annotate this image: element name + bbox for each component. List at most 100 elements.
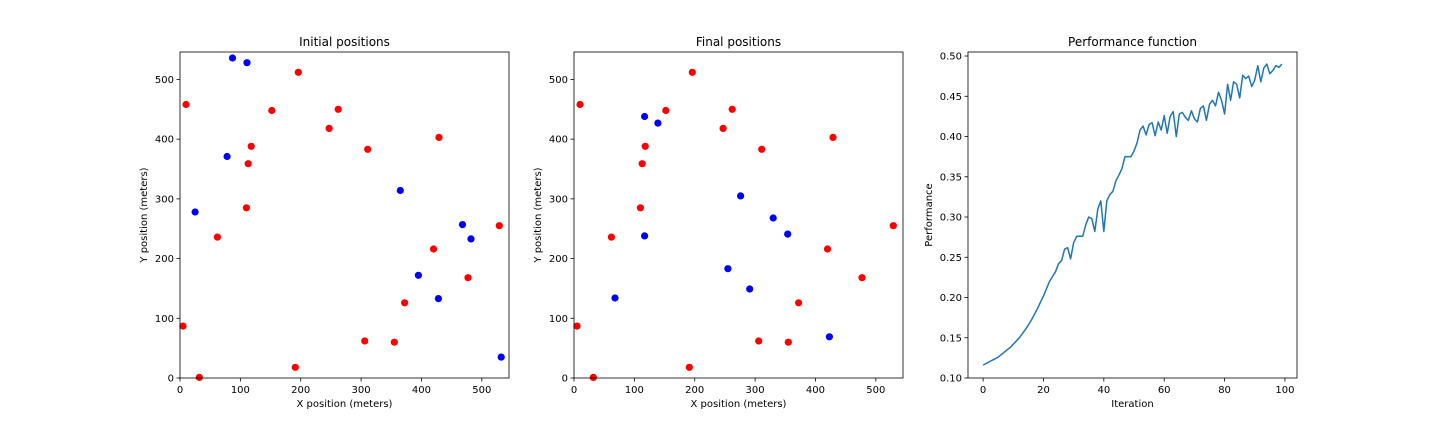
data-point xyxy=(223,152,231,161)
x-tick-label: 500 xyxy=(866,385,885,396)
x-tick-label: 300 xyxy=(352,385,371,396)
initial-positions-chart: Initial positions 0 100 200 300 400 500 0 100 200… xyxy=(139,35,510,410)
data-point xyxy=(829,133,837,141)
data-point xyxy=(889,222,897,230)
data-point xyxy=(182,100,190,109)
data-point xyxy=(607,233,616,241)
y-tick-label: 0.35 xyxy=(940,172,962,183)
data-point xyxy=(755,337,763,345)
data-point xyxy=(654,119,662,127)
y-tick-label: 400 xyxy=(155,135,174,146)
x-tick-label: 400 xyxy=(806,385,825,396)
y-axis-label: Y position (meters) xyxy=(533,167,544,263)
x-tick-label: 100 xyxy=(1275,385,1294,396)
y-tick-label: 200 xyxy=(549,254,568,265)
x-tick-label: 400 xyxy=(412,385,431,396)
data-point xyxy=(228,54,237,62)
x-tick-label: 200 xyxy=(291,385,310,396)
data-point xyxy=(611,294,619,302)
data-point xyxy=(435,133,443,141)
data-point xyxy=(242,204,250,212)
data-point xyxy=(858,274,866,282)
data-point xyxy=(576,100,584,109)
data-point xyxy=(191,208,199,216)
data-point xyxy=(467,235,475,243)
data-point xyxy=(746,285,754,293)
y-tick-label: 300 xyxy=(549,194,568,205)
y-tick-label: 0.30 xyxy=(940,213,962,224)
data-point xyxy=(247,142,255,150)
x-tick-label: 300 xyxy=(746,385,765,396)
chart-title: Performance function xyxy=(1068,35,1197,49)
data-point xyxy=(179,322,187,330)
y-tick-label: 0.25 xyxy=(940,253,962,264)
data-point xyxy=(641,112,649,121)
x-tick-label: 60 xyxy=(1158,385,1171,396)
y-tick-label: 0 xyxy=(562,374,568,385)
y-tick-label: 0.15 xyxy=(940,333,962,344)
x-axis-label: Iteration xyxy=(1111,399,1153,410)
data-point xyxy=(291,363,299,371)
data-point xyxy=(334,105,342,113)
y-tick-label: 0 xyxy=(168,374,174,385)
y-tick-label: 0.50 xyxy=(940,52,962,63)
chart-title: Initial positions xyxy=(299,35,390,49)
data-point xyxy=(458,221,467,229)
data-point xyxy=(573,322,581,330)
x-tick-label: 0 xyxy=(571,385,577,396)
data-point xyxy=(638,160,646,168)
data-point xyxy=(688,68,696,76)
y-axis-label: Performance xyxy=(924,183,935,246)
data-point xyxy=(795,299,803,307)
data-point xyxy=(213,233,221,241)
data-point xyxy=(724,265,732,273)
y-tick-label: 0.20 xyxy=(940,293,962,304)
x-axis-label: X position (meters) xyxy=(691,399,787,410)
data-point xyxy=(325,124,333,132)
y-tick-label: 400 xyxy=(549,135,568,146)
data-point xyxy=(464,274,472,282)
data-point xyxy=(294,68,302,76)
x-tick-label: 0 xyxy=(980,385,986,396)
data-point xyxy=(758,145,766,153)
data-point xyxy=(769,214,777,222)
x-tick-label: 0 xyxy=(177,385,183,396)
y-tick-label: 0.10 xyxy=(940,374,962,385)
y-tick-label: 500 xyxy=(155,75,174,86)
final-positions-chart: Final positions 0 100 200 300 400 500 0 100 200 30… xyxy=(533,35,904,410)
data-point xyxy=(243,59,251,67)
plot-frame xyxy=(179,51,510,379)
data-point xyxy=(685,363,693,371)
data-point xyxy=(434,295,442,303)
x-tick-label: 100 xyxy=(625,385,644,396)
x-tick-label: 100 xyxy=(231,385,250,396)
data-point xyxy=(784,338,792,346)
data-point xyxy=(497,353,505,361)
data-point xyxy=(589,373,597,381)
data-point xyxy=(636,204,645,212)
y-axis-label: Y position (meters) xyxy=(139,167,150,263)
data-point xyxy=(495,222,503,230)
data-point xyxy=(401,299,409,307)
y-tick-label: 100 xyxy=(549,314,568,325)
data-point xyxy=(390,338,398,346)
data-point xyxy=(641,232,649,240)
x-tick-label: 40 xyxy=(1097,385,1110,396)
data-point xyxy=(361,337,369,345)
performance-function-chart: Performance function 0 20 40 60 80 100 0.10 0.15… xyxy=(924,35,1298,410)
data-point xyxy=(825,333,834,341)
data-point xyxy=(641,142,649,150)
y-tick-label: 0.45 xyxy=(940,92,962,103)
x-axis-label: X position (meters) xyxy=(297,399,393,410)
data-point xyxy=(737,192,745,200)
y-tick-label: 300 xyxy=(155,194,174,205)
data-point xyxy=(662,106,670,115)
y-tick-label: 100 xyxy=(155,314,174,325)
data-point xyxy=(784,230,792,238)
data-point xyxy=(728,105,736,113)
data-point xyxy=(719,124,727,132)
x-tick-label: 80 xyxy=(1218,385,1231,396)
y-tick-label: 0.40 xyxy=(940,132,962,143)
data-point xyxy=(268,106,276,115)
